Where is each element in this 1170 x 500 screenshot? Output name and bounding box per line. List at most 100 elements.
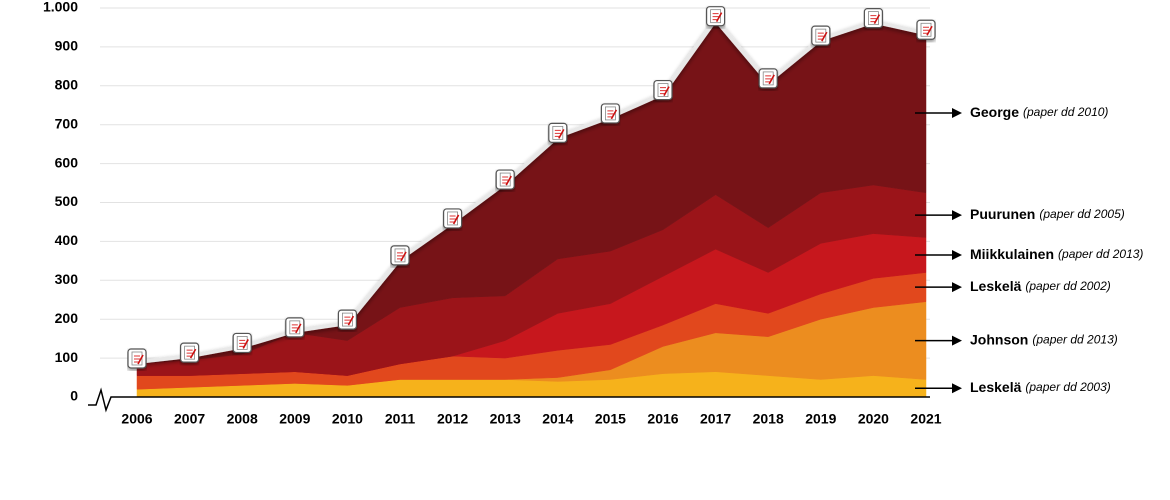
icon-lines	[344, 316, 351, 324]
legend-arrowhead	[952, 383, 962, 394]
legend-entry: Leskelä (paper dd 2002)	[970, 278, 1111, 294]
x-tick-label: 2007	[174, 411, 205, 427]
legend-name: Puurunen	[970, 206, 1035, 222]
x-tick-label: 2012	[437, 411, 468, 427]
icon-lines	[502, 176, 509, 184]
x-tick-label: 2014	[542, 411, 573, 427]
marker-icon	[758, 68, 778, 89]
y-tick-label: 1.000	[43, 0, 78, 15]
top-line	[127, 6, 936, 369]
y-tick-label: 800	[55, 77, 79, 93]
y-tick-label: 300	[55, 271, 79, 287]
icon-lines	[660, 87, 666, 95]
top-outline	[136, 16, 927, 364]
areas	[136, 19, 927, 398]
legend-name: Leskelä	[970, 379, 1022, 395]
marker-icon	[653, 79, 673, 101]
marker-icon	[390, 245, 410, 266]
legend-note: (paper dd 2003)	[1025, 380, 1110, 394]
legend-arrowhead	[952, 282, 962, 293]
marker-icon	[337, 309, 357, 330]
legend-entry: Johnson (paper dd 2013)	[970, 331, 1118, 347]
icon-pen	[558, 128, 565, 139]
legend-entry: George (paper dd 2010)	[970, 104, 1108, 120]
icon-pen	[873, 14, 881, 25]
icon-pen	[242, 339, 249, 349]
icon-pen	[347, 315, 355, 326]
icon-lines	[923, 26, 929, 34]
labels: 0 100 200 300 400 500 600 700 800 900 1.000 2006 200…	[43, 0, 1143, 427]
icon-lines	[870, 15, 877, 23]
icon-pen	[295, 323, 302, 334]
marker-icon	[916, 19, 936, 40]
legend-name: Johnson	[970, 331, 1028, 347]
x-tick-label: 2011	[385, 411, 416, 427]
x-tick-label: 2016	[647, 411, 678, 427]
legend-arrowhead	[952, 335, 962, 346]
icon-lines	[607, 110, 614, 118]
legend-arrowhead	[952, 210, 962, 221]
y-tick-label: 400	[55, 232, 79, 248]
legend-note: (paper dd 2013)	[1058, 247, 1143, 261]
x-tick-label: 2013	[490, 411, 521, 427]
x-tick-label: 2017	[700, 411, 731, 427]
legend-arrowhead	[952, 250, 962, 261]
y-tick-label: 500	[55, 193, 79, 209]
icon-pen	[505, 175, 512, 186]
icon-lines	[817, 32, 824, 40]
legend-entry: Miikkulainen (paper dd 2013)	[970, 246, 1143, 262]
marker-icon	[285, 317, 305, 338]
y-tick-label: 900	[55, 38, 79, 54]
icon-pen	[400, 251, 407, 262]
y-tick-label: 0	[70, 388, 78, 404]
icon-lines	[712, 13, 719, 21]
icon-pen	[821, 31, 828, 42]
icon-lines	[186, 349, 193, 357]
legend-name: Leskelä	[970, 278, 1022, 294]
icon-lines	[397, 252, 403, 260]
x-tick-label: 2021	[910, 411, 941, 427]
legend-note: (paper dd 2005)	[1039, 207, 1124, 221]
icon-pen	[189, 348, 197, 359]
marker-icon	[443, 208, 463, 229]
axes	[88, 387, 930, 413]
x-tick-label: 2015	[595, 411, 626, 427]
legend-entry: Puurunen (paper dd 2005)	[970, 206, 1125, 222]
marker-icon	[232, 332, 252, 354]
x-tick-label: 2008	[227, 411, 258, 427]
y-tick-label: 200	[55, 310, 79, 326]
x-tick-label: 2018	[753, 411, 784, 427]
legend-name: George	[970, 104, 1019, 120]
marker-icon	[495, 169, 515, 190]
icon-pen	[768, 74, 775, 85]
icon-pen	[452, 214, 460, 225]
icon-lines	[239, 339, 246, 347]
marker-icon	[863, 8, 884, 29]
icon-pen	[610, 109, 618, 120]
icon-pen	[715, 12, 723, 23]
x-axis	[88, 387, 930, 413]
marker-icon	[548, 122, 568, 143]
x-tick-label: 2006	[121, 411, 152, 427]
icon-lines	[291, 324, 298, 332]
legend-arrowhead	[952, 108, 962, 119]
legend-name: Miikkulainen	[970, 246, 1054, 262]
legend-note: (paper dd 2010)	[1023, 105, 1108, 119]
icon-pen	[137, 354, 144, 365]
y-tick-label: 700	[55, 115, 79, 131]
icon-lines	[134, 355, 140, 363]
x-tick-label: 2009	[279, 411, 310, 427]
x-tick-label: 2019	[805, 411, 836, 427]
y-tick-label: 600	[55, 154, 79, 170]
icon-lines	[554, 129, 561, 137]
icon-lines	[765, 75, 772, 83]
icon-pen	[663, 86, 670, 96]
marker-icon	[705, 6, 726, 27]
legend-note: (paper dd 2002)	[1025, 279, 1110, 293]
x-tick-label: 2010	[332, 411, 363, 427]
icon-pen	[926, 25, 933, 36]
marker-icon	[127, 348, 147, 369]
legend-entry: Leskelä (paper dd 2003)	[970, 379, 1111, 395]
icon-lines	[449, 215, 456, 223]
legend-note: (paper dd 2013)	[1032, 333, 1117, 347]
